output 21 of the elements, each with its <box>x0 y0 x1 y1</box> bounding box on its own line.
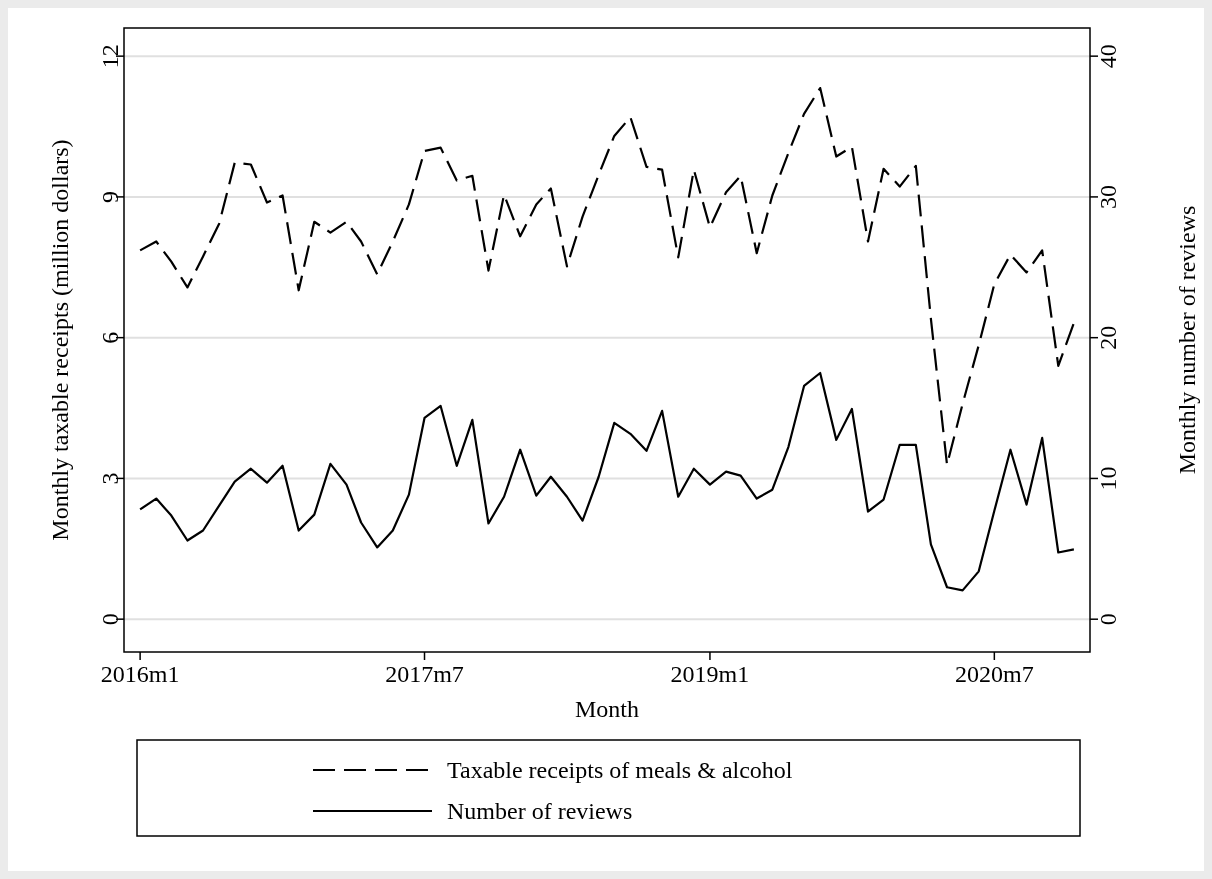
line-series <box>139 86 1075 466</box>
y2-tick-label: 10 <box>1095 466 1121 491</box>
y-tick-label: 12 <box>97 44 123 69</box>
x-axis-title: Month <box>574 696 640 722</box>
x-tick-label: 2017m7 <box>385 661 464 687</box>
x-tick-label: 2019m1 <box>670 661 750 687</box>
y2-tick-label: 40 <box>1095 44 1121 69</box>
y2-tick-label: 20 <box>1095 325 1121 350</box>
y2-axis-title: Monthly number of reviews <box>1174 205 1200 475</box>
legend-label: Number of reviews <box>447 798 633 824</box>
legend-label: Taxable receipts of meals & alcohol <box>447 757 793 783</box>
y-axis-title: Monthly taxable receipts (million dollars) <box>47 139 73 541</box>
line-series <box>139 371 1075 592</box>
y-tick-label: 9 <box>97 190 123 203</box>
y-tick-label: 3 <box>97 472 123 485</box>
y-tick-label: 0 <box>97 613 123 626</box>
y-tick-label: 6 <box>97 331 123 344</box>
x-tick-label: 2016m1 <box>100 661 180 687</box>
x-tick-label: 2020m7 <box>955 661 1034 687</box>
y2-tick-label: 0 <box>1095 613 1121 626</box>
y2-tick-label: 30 <box>1095 184 1121 209</box>
